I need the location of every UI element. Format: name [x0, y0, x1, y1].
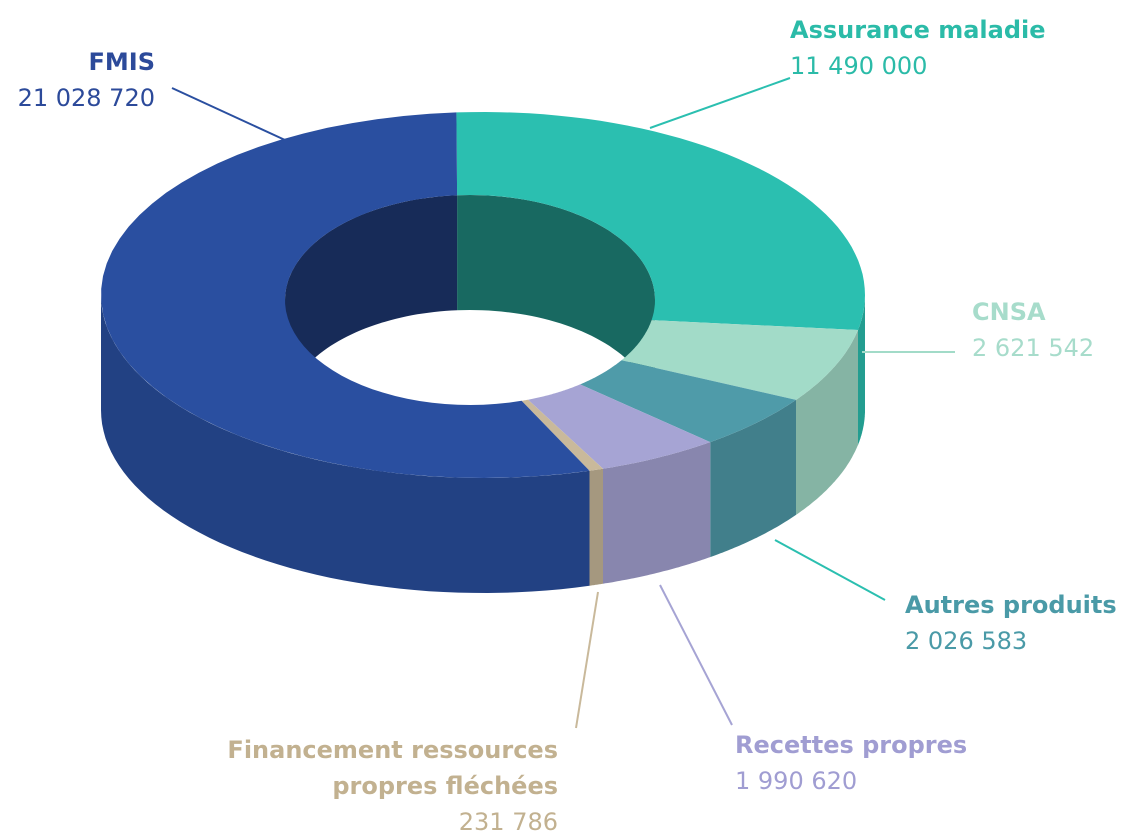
leader-line: [649, 77, 791, 129]
slice: [621, 320, 858, 400]
slice-side: [603, 442, 711, 584]
slice-side: [796, 330, 858, 515]
label: Autres produits 2 026 583: [905, 587, 1117, 659]
label-name: Financement ressources propres fléchées: [227, 736, 558, 800]
label-value: 2 026 583: [905, 627, 1028, 655]
label: FMIS 21 028 720: [0, 44, 155, 116]
label-name: FMIS: [88, 48, 156, 76]
slice: [456, 112, 865, 330]
label-value: 11 490 000: [790, 52, 928, 80]
slice-side: [858, 295, 865, 445]
label: CNSA 2 621 542: [972, 294, 1094, 366]
slice-side: [101, 295, 590, 593]
slice-inner-wall: [457, 195, 655, 415]
slice: [101, 112, 590, 479]
label: Assurance maladie 11 490 000: [790, 12, 1046, 84]
label-name: CNSA: [972, 298, 1046, 326]
label: Financement ressources propres fléchées 2…: [208, 732, 558, 834]
label-value: 231 786: [458, 808, 558, 834]
label: Recettes propres 1 990 620: [735, 727, 967, 799]
slice-side: [589, 468, 603, 586]
label-name: Recettes propres: [735, 731, 968, 759]
label-name: Assurance maladie: [790, 16, 1046, 44]
slice-side: [710, 399, 796, 558]
slice: [580, 360, 796, 443]
leader-line: [774, 539, 886, 601]
leader-line: [171, 87, 286, 141]
label-value: 2 621 542: [972, 334, 1095, 362]
slice-inner-wall: [285, 195, 458, 415]
label-value: 1 990 620: [735, 767, 858, 795]
label-name: Autres produits: [905, 591, 1117, 619]
leader-line: [575, 591, 599, 729]
slice: [528, 384, 711, 469]
label-value: 21 028 720: [17, 84, 155, 112]
leader-line: [659, 584, 733, 726]
slice: [521, 399, 603, 471]
